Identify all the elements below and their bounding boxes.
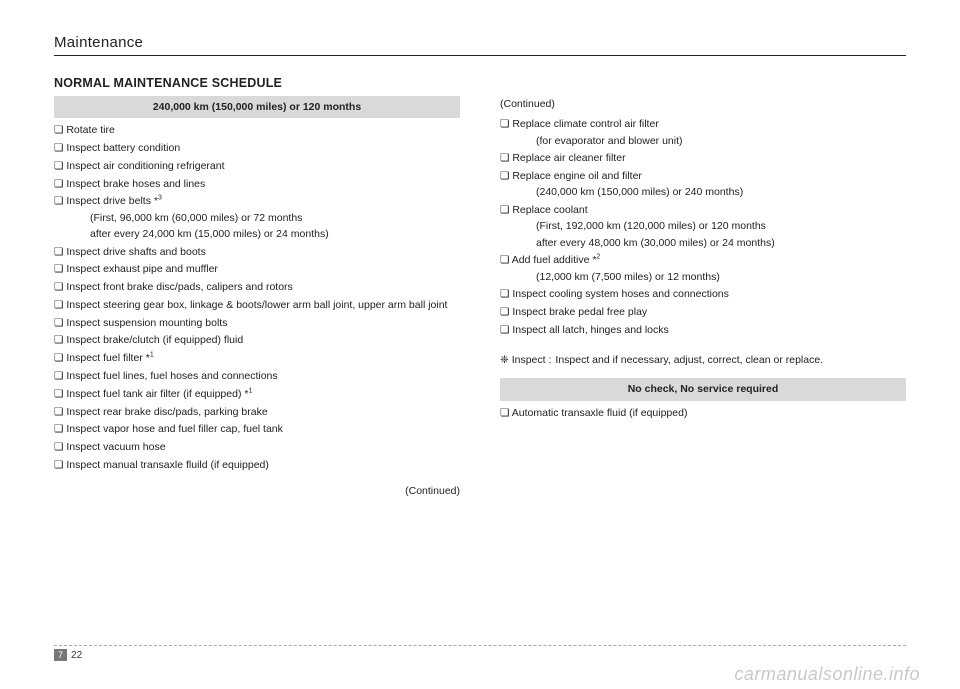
list-item: Inspect brake/clutch (if equipped) fluid (54, 332, 460, 348)
list-item: Inspect air conditioning refrigerant (54, 158, 460, 174)
page-number: 22 (71, 650, 82, 661)
left-column: 240,000 km (150,000 miles) or 120 months… (54, 96, 460, 499)
list-item: Replace climate control air filter(for e… (500, 116, 906, 149)
maintenance-item-list-left: Rotate tire Inspect battery condition Insp… (54, 122, 460, 473)
list-item: Rotate tire (54, 122, 460, 138)
list-item: Inspect fuel filter *1 (54, 350, 460, 366)
list-item: Add fuel additive *2(12,000 km (7,500 mi… (500, 252, 906, 285)
list-item: Inspect brake hoses and lines (54, 176, 460, 192)
list-item: Replace coolant(First, 192,000 km (120,0… (500, 202, 906, 251)
inspect-definition: ❈ Inspect : Inspect and if necessary, ad… (500, 352, 906, 368)
continued-top: (Continued) (500, 96, 906, 112)
chapter-number: 7 (54, 649, 67, 661)
nocheck-item-list: Automatic transaxle fluid (if equipped) (500, 405, 906, 421)
footer-rule (54, 645, 906, 646)
list-item: Inspect fuel lines, fuel hoses and conne… (54, 368, 460, 384)
list-item: Inspect fuel tank air filter (if equippe… (54, 386, 460, 402)
list-item: Inspect all latch, hinges and locks (500, 322, 906, 338)
list-item-subline: after every 24,000 km (15,000 miles) or … (66, 226, 460, 242)
list-item: Inspect vacuum hose (54, 439, 460, 455)
source-watermark: carmanualsonline.info (734, 664, 920, 685)
list-item: Inspect manual transaxle fluild (if equi… (54, 457, 460, 473)
two-column-layout: 240,000 km (150,000 miles) or 120 months… (54, 96, 906, 499)
interval-header: 240,000 km (150,000 miles) or 120 months (54, 96, 460, 118)
list-item: Inspect rear brake disc/pads, parking br… (54, 404, 460, 420)
list-item: Inspect suspension mounting bolts (54, 315, 460, 331)
document-page: Maintenance NORMAL MAINTENANCE SCHEDULE … (0, 0, 960, 689)
list-item-subline: (for evaporator and blower unit) (512, 133, 906, 149)
right-column: (Continued) Replace climate control air … (500, 96, 906, 499)
inspect-lead: ❈ Inspect : (500, 352, 555, 368)
list-item-subline: (First, 192,000 km (120,000 miles) or 12… (512, 218, 906, 234)
nocheck-header: No check, No service required (500, 378, 906, 400)
list-item: Automatic transaxle fluid (if equipped) (500, 405, 906, 421)
inspect-body: Inspect and if necessary, adjust, correc… (555, 352, 906, 368)
list-item: Inspect vapor hose and fuel filler cap, … (54, 421, 460, 437)
schedule-title: NORMAL MAINTENANCE SCHEDULE (54, 76, 906, 90)
list-item: Replace air cleaner filter (500, 150, 906, 166)
list-item-subline: (12,000 km (7,500 miles) or 12 months) (512, 269, 906, 285)
list-item-subline: (240,000 km (150,000 miles) or 240 month… (512, 184, 906, 200)
list-item: Inspect battery condition (54, 140, 460, 156)
list-item-subline: after every 48,000 km (30,000 miles) or … (512, 235, 906, 251)
maintenance-item-list-right: Replace climate control air filter(for e… (500, 116, 906, 338)
list-item: Inspect front brake disc/pads, calipers … (54, 279, 460, 295)
list-item: Inspect steering gear box, linkage & boo… (54, 297, 460, 313)
list-item-subline: (First, 96,000 km (60,000 miles) or 72 m… (66, 210, 460, 226)
list-item: Inspect drive belts *3(First, 96,000 km … (54, 193, 460, 242)
section-title: Maintenance (54, 34, 906, 56)
list-item: Inspect cooling system hoses and connect… (500, 286, 906, 302)
list-item: Replace engine oil and filter(240,000 km… (500, 168, 906, 201)
list-item: Inspect drive shafts and boots (54, 244, 460, 260)
page-number-box: 7 22 (54, 649, 82, 661)
list-item: Inspect exhaust pipe and muffler (54, 261, 460, 277)
continued-bottom: (Continued) (54, 483, 460, 499)
page-footer: 7 22 (54, 645, 906, 661)
list-item: Inspect brake pedal free play (500, 304, 906, 320)
